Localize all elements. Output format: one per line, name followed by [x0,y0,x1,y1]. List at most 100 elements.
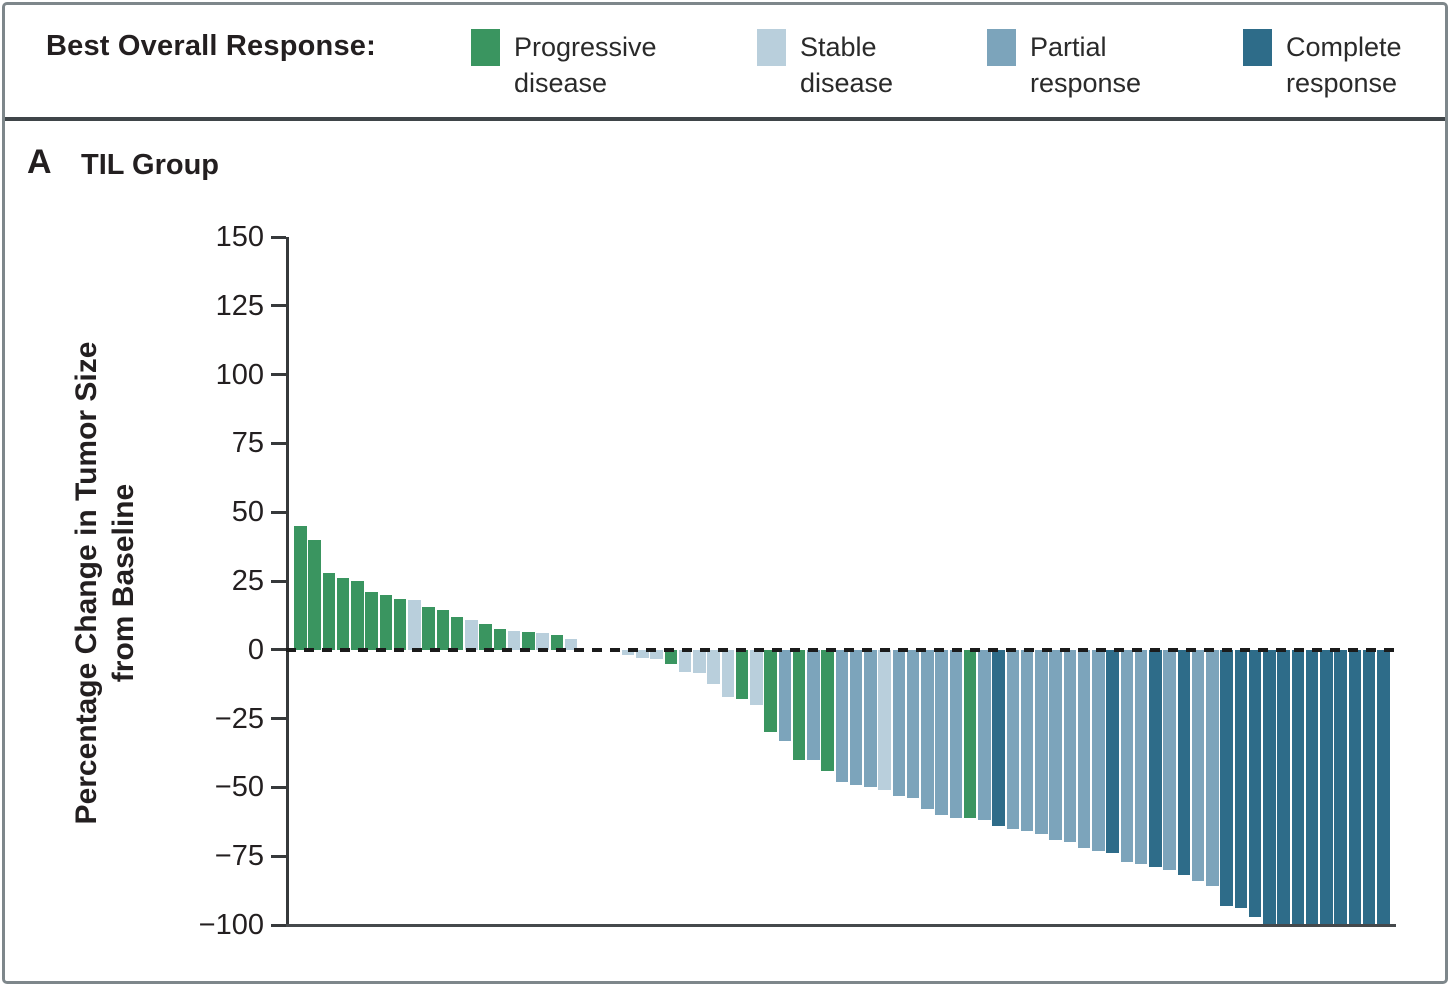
legend-item-label: Complete response [1286,32,1402,98]
bar [1063,649,1076,843]
bar [621,649,635,656]
bar [906,649,920,799]
legend-swatch-pr [987,29,1016,66]
bar [465,619,478,650]
y-tick [271,373,286,377]
bar [365,592,378,650]
bar [1234,649,1247,909]
y-tick-label: 150 [215,221,264,253]
bar [821,649,834,771]
y-tick [271,235,286,239]
zero-dashed-line [286,648,1396,652]
bar [750,649,763,705]
y-tick [271,648,286,652]
y-tick [271,510,286,514]
bar [493,629,506,650]
bar [1177,649,1190,876]
legend-swatch-pd [471,29,500,66]
y-axis-label-line1: Percentage Change in Tumor Size [70,341,103,825]
legend-item-label: Partial response [1030,32,1142,98]
y-tick-label: −75 [214,840,264,873]
bar [1220,649,1233,906]
bar [678,649,692,672]
bar [935,649,948,815]
bar [1263,649,1276,925]
y-axis-label: Percentage Change in Tumor Size from Bas… [68,342,142,825]
bar [778,649,791,741]
legend-item-label: Stable disease [800,32,894,98]
bar [522,631,535,650]
bar [1163,649,1176,870]
bar [864,649,877,788]
legend-title: Best Overall Response: [46,30,376,62]
y-tick-label: −50 [214,771,264,804]
bar [351,581,364,650]
bar [835,649,848,782]
bar [1191,649,1205,881]
y-tick-label: −25 [214,702,264,735]
bar [664,649,677,664]
bar [1206,649,1219,887]
bar [636,649,649,659]
bar [1149,649,1162,868]
bar [294,526,307,650]
bar [379,594,392,650]
bar [807,649,820,760]
plot-area [286,237,1396,927]
y-tick [271,304,286,308]
bar [764,649,777,733]
bar [721,649,734,697]
bar [650,649,663,660]
bar [1277,649,1290,925]
y-tick [271,854,286,858]
bar [1006,649,1019,829]
bar [1049,649,1062,840]
bar [308,539,321,650]
legend-item-cr: Complete response [1243,29,1402,101]
y-tick-label: 0 [247,633,264,666]
bar [1035,649,1048,835]
bar [1305,649,1319,925]
bar [507,630,521,650]
bar [1362,649,1376,925]
bar [849,649,863,785]
y-tick-label: 50 [231,496,264,529]
panel-letter: A [27,143,52,181]
y-tick [271,441,286,445]
bar [963,649,977,818]
bar [436,609,449,650]
panel-title: TIL Group [81,149,220,181]
bar [1291,649,1304,925]
bar [550,634,563,650]
bar [1348,649,1361,925]
y-axis-label-line2: from Baseline [107,483,140,683]
y-tick-label: −100 [198,909,264,941]
bar [949,649,962,818]
bar [322,572,335,650]
legend-item-sd: Stable disease [757,29,893,101]
bar [892,649,905,796]
bar [336,578,350,650]
y-tick-label: 100 [215,358,264,391]
bar [792,649,806,760]
y-axis-line [286,237,289,925]
bar [1020,649,1034,832]
legend-item-pr: Partial response [987,29,1141,101]
y-tick [271,717,286,721]
y-tick [271,785,286,789]
legend: Best Overall Response: Progressive diseas… [5,5,1445,121]
bar [1334,649,1347,925]
legend-swatch-sd [757,29,786,66]
legend-item-label: Progressive disease [514,32,657,98]
bar [422,607,435,650]
bar [707,649,720,685]
bar [693,649,706,674]
bar [564,638,578,650]
bar [1106,649,1119,854]
bar [408,600,421,650]
bar [1120,649,1133,862]
bar [450,616,464,650]
baseline-line [286,924,1396,927]
bar [1248,649,1262,917]
